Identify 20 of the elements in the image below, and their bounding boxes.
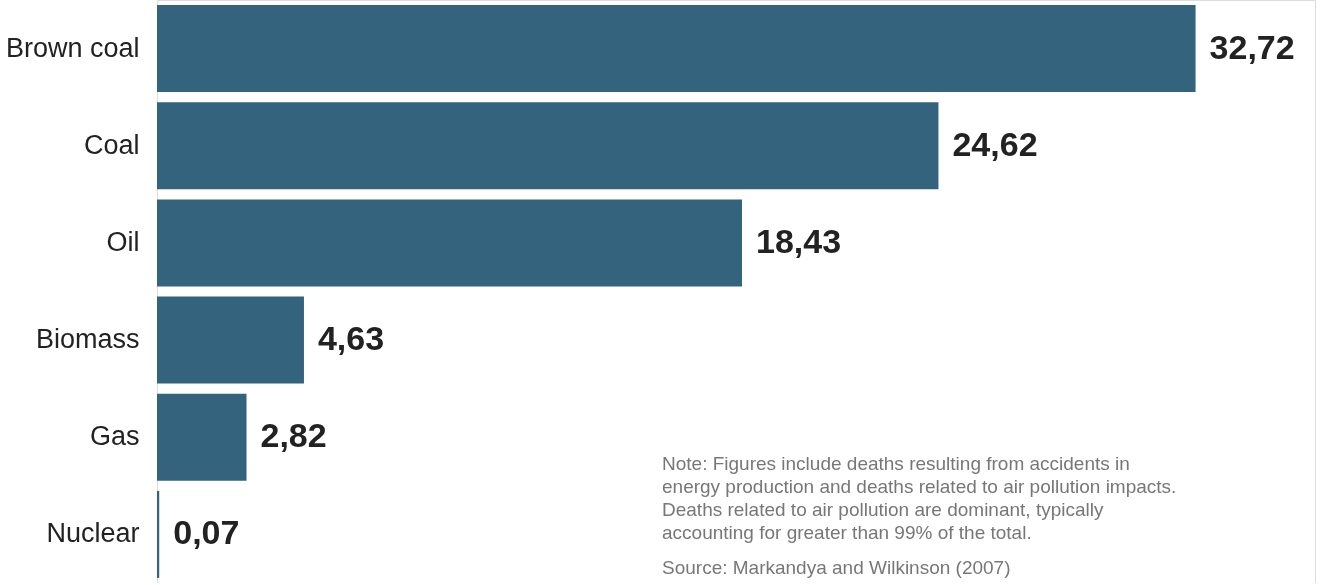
- bar: [157, 393, 247, 481]
- bar: [157, 5, 1196, 93]
- annotation: Note: Figures include deaths resulting from accidents in energy production and deaths related to air pollution impacts. Deaths related to air pollution are dominant, typically accounting for greater than 99% of the total.: [662, 453, 1177, 543]
- data-label: 2,82: [260, 416, 327, 455]
- bar: [157, 296, 304, 384]
- y-tick-label: Gas: [89, 421, 140, 452]
- bar: [157, 199, 742, 287]
- y-tick-label: Brown coal: [5, 32, 140, 63]
- bar: [157, 102, 939, 190]
- y-tick-label: Oil: [106, 226, 140, 257]
- y-tick-label: Biomass: [35, 324, 140, 355]
- annotation: Source: Markandya and Wilkinson (2007): [662, 557, 1011, 578]
- bar: [157, 490, 160, 578]
- data-label: 24,62: [952, 124, 1038, 163]
- data-label: 0,07: [173, 513, 240, 552]
- data-label: 32,72: [1209, 27, 1295, 66]
- data-label: 4,63: [317, 319, 385, 358]
- data-label: 18,43: [755, 221, 842, 260]
- y-tick-label: Nuclear: [46, 518, 140, 549]
- y-tick-label: Coal: [83, 129, 140, 160]
